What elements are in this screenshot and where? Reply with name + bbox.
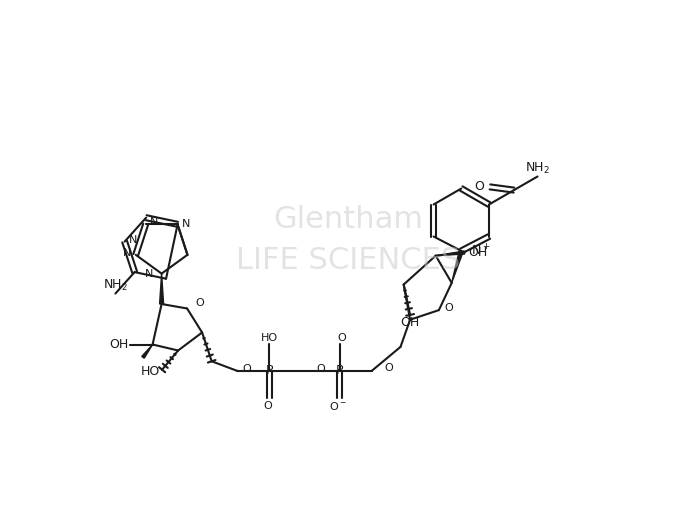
Text: NH$_2$: NH$_2$ (525, 161, 550, 176)
Text: O$^-$: O$^-$ (329, 400, 347, 412)
Polygon shape (142, 344, 152, 358)
Text: N: N (182, 219, 190, 229)
Text: N: N (145, 269, 154, 279)
Text: P: P (266, 365, 273, 378)
Text: O: O (195, 298, 204, 308)
Text: HO: HO (261, 333, 278, 343)
Text: OH: OH (468, 246, 488, 259)
Text: Glentham
LIFE SCIENCES: Glentham LIFE SCIENCES (236, 205, 460, 275)
Polygon shape (452, 250, 464, 283)
Text: HO: HO (141, 365, 160, 378)
Text: O: O (263, 401, 271, 411)
Text: N$^+$: N$^+$ (471, 243, 491, 258)
Text: N: N (123, 248, 132, 258)
Text: O: O (384, 363, 393, 373)
Text: O: O (474, 180, 484, 193)
Text: N: N (150, 217, 158, 227)
Text: OH: OH (400, 316, 420, 329)
Text: O: O (242, 364, 251, 374)
Text: O: O (338, 333, 346, 343)
Text: O: O (316, 364, 325, 374)
Text: NH$_2$: NH$_2$ (103, 278, 128, 293)
Text: N: N (129, 235, 137, 244)
Text: OH: OH (109, 338, 128, 351)
Polygon shape (436, 251, 465, 256)
Polygon shape (159, 274, 164, 304)
Text: P: P (336, 365, 343, 378)
Text: O: O (444, 303, 452, 313)
